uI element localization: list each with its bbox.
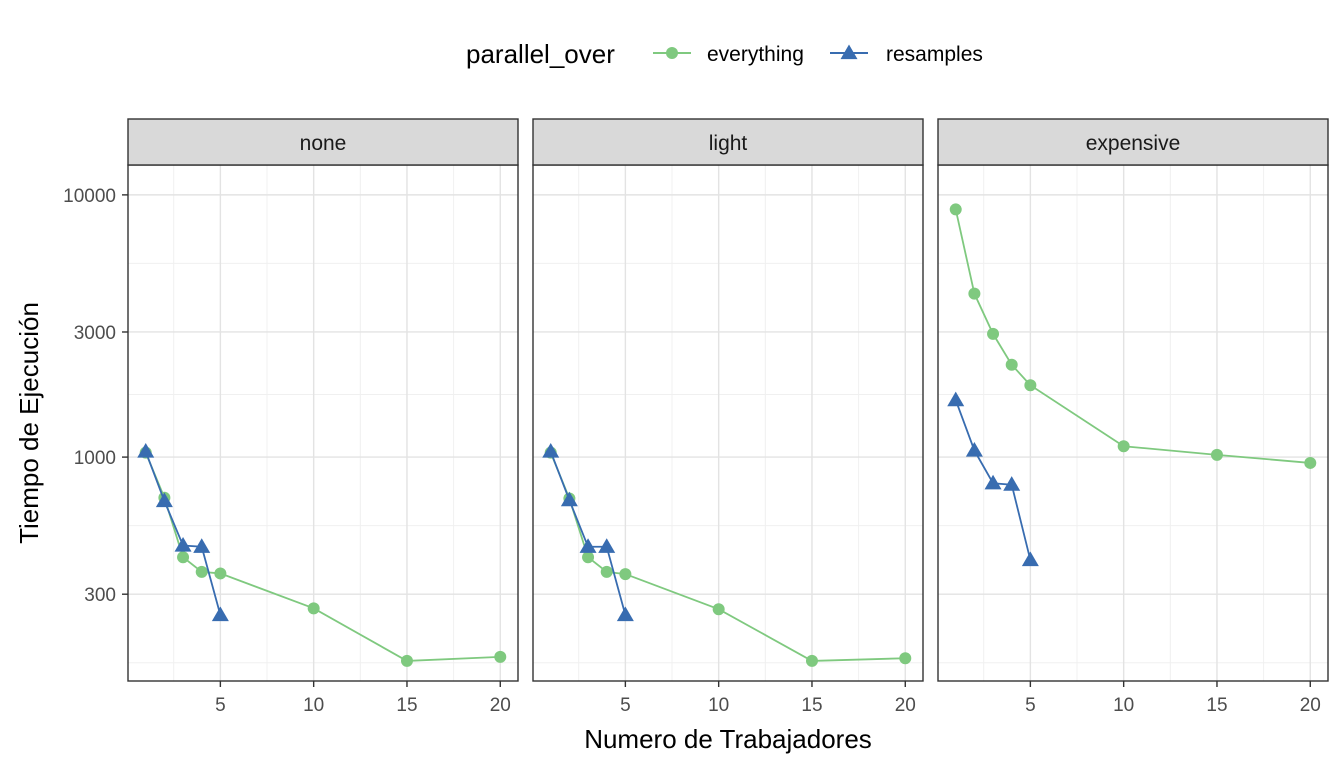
- panel-background: [938, 165, 1328, 681]
- facet-strip: [127, 118, 519, 166]
- data-point-resamples: [542, 443, 560, 458]
- data-point-resamples: [137, 443, 155, 458]
- data-point-resamples: [616, 606, 634, 622]
- data-point-resamples: [598, 538, 616, 553]
- data-point-resamples: [579, 538, 597, 553]
- series-line-everything: [954, 209, 1311, 464]
- data-point-everything: [195, 565, 208, 578]
- data-point-everything: [1024, 379, 1037, 392]
- data-point-resamples: [211, 606, 229, 622]
- x-tick-label: 5: [620, 695, 631, 716]
- x-axis: 5 10 15 20: [215, 681, 511, 716]
- x-tick-label: 15: [801, 695, 822, 716]
- legend-marker-resamples: [840, 44, 858, 60]
- data-point-everything: [712, 603, 725, 616]
- facet-strip-label: none: [300, 132, 347, 155]
- data-point-resamples: [965, 441, 983, 457]
- panel-expensive: expensive 5 10 15 20: [937, 118, 1329, 716]
- data-point-resamples: [1003, 476, 1021, 491]
- x-axis-title: Numero de Trabajadores: [584, 724, 872, 754]
- x-tick-label: 15: [396, 695, 417, 716]
- gridlines: [533, 165, 923, 681]
- legend-title: parallel_over: [466, 39, 615, 69]
- data-point-everything: [582, 551, 595, 564]
- facet-panels: none 5 10 15 20 light 5 10 15 20 expensive 5 10 15 20: [127, 118, 1329, 716]
- x-tick-label: 5: [215, 695, 226, 716]
- data-point-resamples: [1021, 551, 1039, 567]
- data-point-everything: [1117, 440, 1130, 453]
- data-point-everything: [494, 650, 507, 663]
- data-point-everything: [805, 654, 818, 667]
- x-tick-label: 20: [1300, 695, 1321, 716]
- legend-label-resamples: resamples: [886, 43, 983, 66]
- panel-light: light 5 10 15 20: [532, 118, 924, 716]
- data-point-resamples: [174, 537, 192, 552]
- facet-strip: [937, 118, 1329, 166]
- data-point-everything: [214, 567, 227, 580]
- x-tick-label: 20: [490, 695, 511, 716]
- legend-marker-everything: [666, 47, 678, 59]
- series-resamples: [542, 443, 634, 622]
- y-axis: 300 1000 3000 10000: [63, 186, 128, 606]
- data-point-resamples: [193, 538, 211, 553]
- panel-background: [128, 165, 518, 681]
- y-tick-label: 1000: [74, 448, 116, 469]
- y-tick-label: 300: [84, 585, 116, 606]
- data-point-everything: [1210, 448, 1223, 461]
- panel-background: [533, 165, 923, 681]
- data-point-everything: [307, 602, 320, 615]
- x-tick-label: 15: [1206, 695, 1227, 716]
- x-tick-label: 20: [895, 695, 916, 716]
- series-everything: [949, 203, 1317, 469]
- data-point-everything: [619, 568, 632, 581]
- data-point-everything: [949, 203, 962, 216]
- data-point-resamples: [155, 492, 173, 508]
- x-tick-label: 10: [1113, 695, 1134, 716]
- y-axis-title: Tiempo de Ejecución: [14, 302, 44, 544]
- data-point-resamples: [947, 391, 965, 407]
- x-tick-label: 5: [1025, 695, 1036, 716]
- legend: parallel_over everything resamples: [466, 39, 983, 69]
- legend-item-everything: everything: [653, 43, 804, 66]
- data-point-everything: [600, 565, 613, 578]
- x-axis: 5 10 15 20: [620, 681, 916, 716]
- x-tick-label: 10: [303, 695, 324, 716]
- y-tick-label: 10000: [63, 186, 116, 207]
- facet-strip-label: light: [709, 132, 748, 155]
- data-point-everything: [400, 654, 413, 667]
- facet-strip: [532, 118, 924, 166]
- panel-none: none 5 10 15 20: [127, 118, 519, 716]
- data-point-resamples: [560, 491, 578, 507]
- legend-label-everything: everything: [707, 43, 804, 66]
- legend-items: everything resamples: [653, 43, 983, 66]
- legend-item-resamples: resamples: [830, 43, 983, 66]
- x-axis: 5 10 15 20: [1025, 681, 1321, 716]
- data-point-everything: [177, 551, 190, 564]
- series-resamples: [137, 443, 229, 622]
- facet-strip-label: expensive: [1086, 132, 1181, 155]
- data-point-everything: [1304, 456, 1317, 469]
- data-point-resamples: [984, 474, 1002, 490]
- data-point-everything: [968, 287, 981, 300]
- gridlines: [938, 165, 1328, 681]
- gridlines: [128, 165, 518, 681]
- x-tick-label: 10: [708, 695, 729, 716]
- data-point-everything: [987, 327, 1000, 340]
- y-tick-label: 3000: [74, 323, 116, 344]
- data-point-everything: [899, 652, 912, 665]
- series-resamples: [947, 391, 1039, 567]
- data-point-everything: [1005, 358, 1018, 371]
